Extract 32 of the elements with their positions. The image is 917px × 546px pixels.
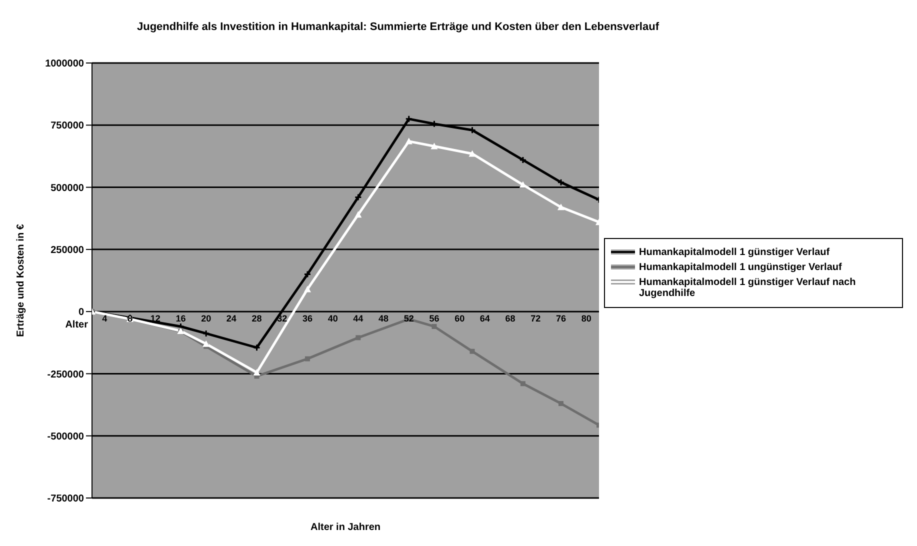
x-tick-label: 4 — [102, 314, 108, 324]
y-tick-label: 250000 — [50, 244, 84, 256]
x-tick-label: 48 — [378, 314, 389, 324]
y-tick-label: -500000 — [47, 431, 84, 442]
chart-title: Jugendhilfe als Investition in Humankapital: Summierte Erträge und Kosten über den Lebensverlauf — [137, 21, 660, 33]
y-tick-label: -250000 — [47, 369, 84, 380]
x-tick-label: 20 — [201, 314, 212, 324]
y-tick-label: 1000000 — [45, 58, 84, 70]
x-tick-label: 28 — [252, 314, 262, 324]
x-tick-label: 64 — [480, 314, 490, 324]
y-tick-label: -750000 — [47, 494, 84, 505]
x-tick-label: 16 — [176, 314, 186, 324]
x-tick-label: 68 — [505, 314, 516, 324]
x-axis-title: Alter in Jahren — [310, 522, 381, 533]
x-tick-label: 80 — [581, 314, 592, 324]
x-tick-label: 60 — [454, 314, 465, 324]
legend-label: Humankapitalmodell 1 ungünstiger Verlauf — [639, 262, 842, 273]
x-tick-label: 40 — [328, 314, 338, 324]
x-tick-label: 56 — [429, 314, 440, 324]
x-tick-label: 52 — [404, 314, 414, 324]
y-tick-label: 750000 — [50, 120, 84, 132]
y-tick-label: 500000 — [50, 182, 84, 194]
legend-label: Humankapitalmodell 1 günstiger Verlauf — [639, 247, 830, 258]
x-tick-label: 24 — [226, 314, 236, 324]
y-tick-label: 0 — [78, 307, 84, 318]
x-tick-label: 72 — [530, 314, 541, 324]
legend-label: Humankapitalmodell 1 günstiger Verlauf nach Jugendhilfe — [639, 277, 857, 299]
text: Alter — [65, 320, 88, 331]
x-tick-label: 36 — [302, 314, 312, 324]
y-axis-title: Erträge und Kosten in € — [16, 224, 27, 337]
x-tick-label: 76 — [556, 314, 566, 324]
x-tick-label: 44 — [353, 314, 364, 324]
